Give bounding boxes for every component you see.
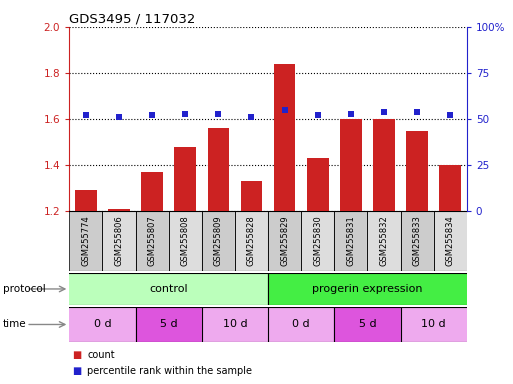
Text: protocol: protocol [3,284,45,294]
Point [313,112,322,118]
Bar [274,64,295,211]
Bar [135,307,202,342]
Bar [433,211,467,271]
Point [247,114,255,120]
Text: time: time [3,319,26,329]
Point [281,107,289,113]
Bar [69,211,103,271]
Bar [401,211,433,271]
Bar [235,211,268,271]
Bar [401,307,467,342]
Text: GSM255774: GSM255774 [82,215,90,266]
Bar [373,119,395,211]
Text: GSM255808: GSM255808 [181,215,190,266]
Point [148,112,156,118]
Text: GSM255828: GSM255828 [247,215,256,266]
Bar [268,307,334,342]
Text: ■: ■ [72,366,81,376]
Bar [69,307,135,342]
Bar [174,147,196,211]
Bar [69,273,268,305]
Text: GSM255830: GSM255830 [313,215,322,266]
Point [181,111,189,117]
Text: control: control [149,284,188,294]
Bar [340,119,362,211]
Text: GSM255832: GSM255832 [380,215,388,266]
Text: 10 d: 10 d [421,319,446,329]
Point [347,111,355,117]
Bar [135,211,169,271]
Bar [440,165,461,211]
Text: GSM255806: GSM255806 [114,215,124,266]
Bar [334,307,401,342]
Point [446,112,455,118]
Point [82,112,90,118]
Bar [268,273,467,305]
Text: GSM255807: GSM255807 [148,215,156,266]
Text: 10 d: 10 d [223,319,247,329]
Bar [334,211,367,271]
Bar [208,128,229,211]
Text: ■: ■ [72,350,81,360]
Bar [367,211,401,271]
Bar [202,211,235,271]
Bar [268,211,301,271]
Bar [406,131,428,211]
Bar [103,211,135,271]
Bar [301,211,334,271]
Bar [241,181,262,211]
Text: GSM255831: GSM255831 [346,215,356,266]
Text: GDS3495 / 117032: GDS3495 / 117032 [69,13,195,26]
Point [115,114,123,120]
Bar [307,158,328,211]
Point [380,109,388,115]
Text: GSM255834: GSM255834 [446,215,455,266]
Text: count: count [87,350,115,360]
Text: GSM255833: GSM255833 [412,215,422,266]
Text: 5 d: 5 d [359,319,376,329]
Point [413,109,421,115]
Text: progerin expression: progerin expression [312,284,423,294]
Bar [141,172,163,211]
Text: percentile rank within the sample: percentile rank within the sample [87,366,252,376]
Text: 0 d: 0 d [292,319,310,329]
Bar [75,190,96,211]
Text: GSM255809: GSM255809 [214,216,223,266]
Bar [169,211,202,271]
Text: GSM255829: GSM255829 [280,216,289,266]
Point [214,111,223,117]
Text: 0 d: 0 d [93,319,111,329]
Text: 5 d: 5 d [160,319,177,329]
Bar [202,307,268,342]
Bar [108,209,130,211]
